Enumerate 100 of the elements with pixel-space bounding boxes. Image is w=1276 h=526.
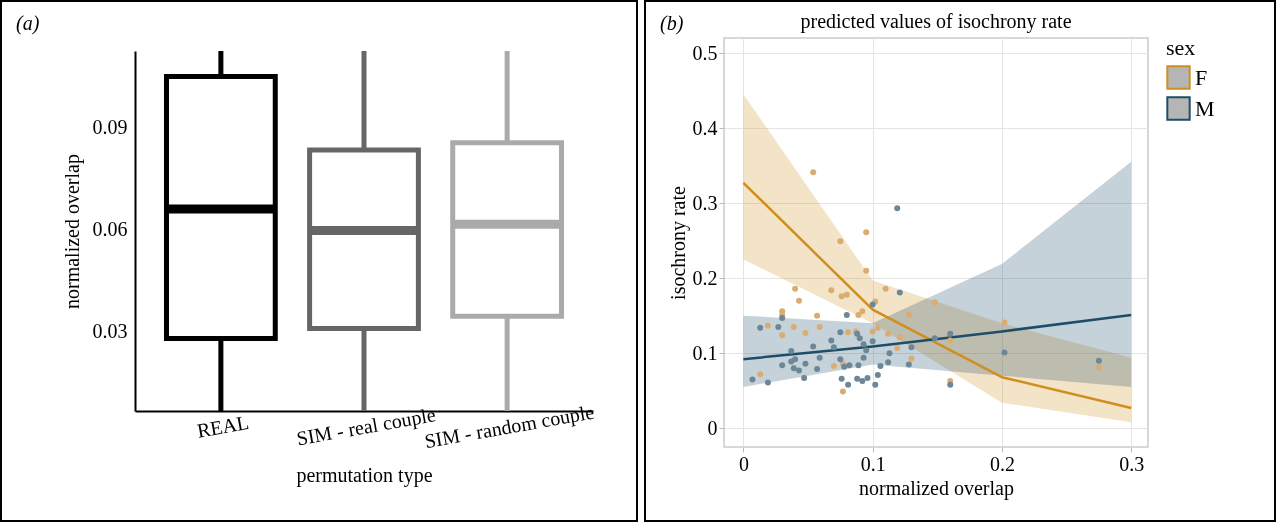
point: [908, 344, 915, 351]
point: [860, 354, 867, 361]
point: [839, 388, 846, 395]
point: [869, 328, 876, 335]
y-tick-label: 0.2: [692, 266, 718, 289]
x-tick-label: 0.3: [1119, 452, 1145, 475]
x-tick-label: 0: [738, 452, 749, 475]
point: [837, 238, 844, 245]
point: [788, 347, 795, 354]
point: [863, 267, 870, 274]
line-series: [742, 313, 1133, 361]
text: (b): [660, 12, 684, 35]
y-tick-label: 0.03: [92, 319, 128, 342]
point: [908, 355, 915, 362]
point: [882, 285, 889, 292]
point: [845, 329, 852, 336]
point: [856, 335, 863, 342]
point: [779, 362, 786, 369]
point: [931, 299, 938, 306]
point: [757, 324, 764, 331]
point: [874, 371, 881, 378]
point: [810, 343, 817, 350]
y-tick-label: 0.1: [692, 341, 718, 364]
x-axis-title: normalized overlap: [859, 476, 1014, 500]
point: [764, 379, 771, 386]
point: [896, 289, 903, 296]
point: [845, 381, 852, 388]
point: [905, 311, 912, 318]
point: [896, 334, 903, 341]
x-tick-label: REAL: [195, 411, 251, 442]
y-tick-label: 0.09: [92, 115, 128, 138]
point: [885, 330, 892, 337]
point: [790, 323, 797, 330]
point: [846, 362, 853, 369]
legend-label: F: [1195, 64, 1208, 90]
y-tick-label: 0.3: [692, 191, 718, 214]
point: [1001, 349, 1008, 356]
point: [775, 323, 782, 330]
point: [894, 344, 901, 351]
point: [816, 323, 823, 330]
point: [859, 377, 866, 384]
point: [947, 337, 954, 344]
point: [864, 374, 871, 381]
point: [872, 381, 879, 388]
point: [854, 375, 861, 382]
point: [810, 169, 817, 176]
point: [828, 287, 835, 294]
point: [947, 381, 954, 388]
point: [874, 324, 881, 331]
point: [838, 375, 845, 382]
point: [885, 359, 892, 366]
point: [1001, 319, 1008, 326]
point: [931, 335, 938, 342]
point: [828, 337, 835, 344]
y-axis-title: isochrony rate: [666, 185, 690, 300]
x-tick-label: 0.2: [989, 452, 1015, 475]
point: [802, 360, 809, 367]
point: [1095, 357, 1102, 364]
point: [843, 311, 850, 318]
chart-title: predicted values of isochrony rate: [800, 10, 1072, 33]
point: [830, 362, 837, 369]
point: [838, 293, 845, 300]
point: [792, 285, 799, 292]
point: [790, 365, 797, 372]
x-tick-label: 0.1: [860, 452, 886, 475]
y-tick-label: 0.4: [692, 116, 718, 139]
point: [814, 365, 821, 372]
point: [855, 362, 862, 369]
y-axis-title: normalized overlap: [60, 154, 84, 309]
point: [764, 322, 771, 329]
point: [863, 229, 870, 236]
point: [843, 291, 850, 298]
point: [814, 312, 821, 319]
text: (a): [16, 12, 40, 35]
point: [905, 361, 912, 368]
point: [886, 350, 893, 357]
point: [894, 205, 901, 212]
point: [855, 311, 862, 318]
point: [863, 347, 870, 354]
point: [877, 362, 884, 369]
point: [801, 374, 808, 381]
legend-label: M: [1195, 95, 1215, 121]
point: [795, 297, 802, 304]
y-tick-label: 0.06: [92, 217, 128, 240]
point: [947, 330, 954, 337]
point: [1095, 364, 1102, 371]
point: [869, 338, 876, 345]
point: [788, 358, 795, 365]
point: [860, 341, 867, 348]
x-axis-title: permutation type: [296, 464, 433, 488]
line-series: [742, 181, 1133, 410]
point: [749, 376, 756, 383]
legend-title: sex: [1166, 35, 1196, 60]
point: [757, 371, 764, 378]
point: [779, 332, 786, 339]
point: [859, 308, 866, 315]
point: [830, 344, 837, 351]
point: [837, 329, 844, 336]
point: [837, 356, 844, 363]
y-tick-label: 0.5: [692, 41, 718, 64]
